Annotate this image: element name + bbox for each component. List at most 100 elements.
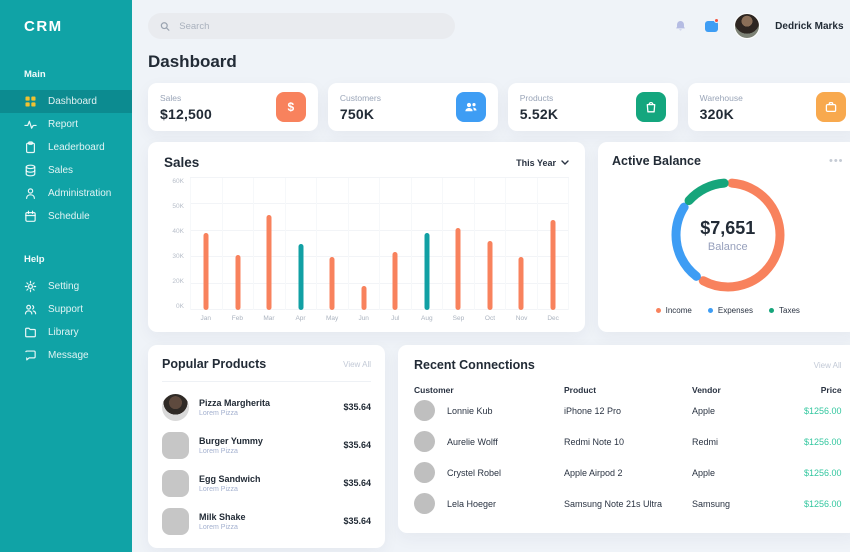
x-axis-label: Sep (452, 315, 465, 322)
balance-amount: $7,651 (700, 217, 756, 238)
x-axis-label: Jun (358, 315, 369, 322)
users-icon (24, 303, 37, 316)
sidebar-item-sales[interactable]: Sales (0, 159, 132, 182)
shopping-bag-icon (635, 92, 666, 122)
view-all-link[interactable]: View All (343, 359, 371, 369)
product-cell: Redmi Note 10 (564, 436, 625, 447)
view-all-link[interactable]: View All (813, 360, 842, 370)
sidebar-item-report[interactable]: Report (0, 113, 132, 136)
customer-avatar (414, 493, 435, 514)
table-row[interactable]: Lonnie Kub iPhone 12 Pro Apple $1256.00 (414, 395, 842, 426)
sidebar-item-leaderboard[interactable]: Leaderboard (0, 136, 132, 159)
sidebar-item-label: Library (48, 327, 79, 338)
search-input[interactable] (179, 20, 443, 32)
customer-name: Crystel Robel (447, 467, 502, 478)
bar (235, 254, 241, 310)
x-axis-label: Apr (295, 315, 306, 322)
bar-column (410, 178, 443, 310)
table-row[interactable]: Crystel Robel Apple Airpod 2 Apple $1256… (414, 457, 842, 488)
database-icon (24, 164, 37, 177)
gear-icon (24, 280, 37, 293)
product-name: Egg Sandwich (199, 473, 261, 484)
list-item[interactable]: Egg Sandwich Lorem Pizza $35.64 (162, 464, 371, 502)
list-item[interactable]: Burger Yummy Lorem Pizza $35.64 (162, 426, 371, 464)
customer-avatar (414, 462, 435, 483)
price-cell: $1256.00 (804, 436, 842, 447)
topbar: Dedrick Marks (148, 10, 850, 42)
column-header: Customer (414, 385, 454, 395)
legend-dot (769, 308, 774, 313)
sidebar-item-library[interactable]: Library (0, 321, 132, 344)
product-cell: iPhone 12 Pro (564, 405, 622, 416)
sidebar-item-label: Message (48, 350, 89, 361)
legend-item-expenses: Expenses (707, 306, 753, 315)
sidebar-item-dashboard[interactable]: Dashboard (0, 90, 132, 113)
list-item[interactable]: Milk Shake Lorem Pizza $35.64 (162, 502, 371, 540)
table-row[interactable]: Lela Hoeger Samsung Note 21s Ultra Samsu… (414, 488, 842, 519)
balance-label: Balance (707, 240, 748, 253)
y-tick: 0K (176, 303, 184, 310)
table-header: Customer Product Vendor Price (414, 385, 842, 395)
bar-column (284, 178, 317, 310)
notification-dot (714, 18, 720, 23)
stat-card-sales[interactable]: Sales $12,500 $ (148, 83, 318, 131)
bar-column (442, 178, 474, 310)
bar (455, 228, 461, 310)
price-cell: $1256.00 (804, 405, 842, 416)
product-image (162, 469, 189, 497)
donut-legend: Income Expenses Taxes (612, 306, 844, 315)
stat-card-products[interactable]: Products 5.52K (507, 83, 678, 131)
product-image (162, 393, 189, 421)
bar-column (473, 178, 506, 310)
bar (203, 233, 209, 310)
clipboard-icon (24, 141, 37, 154)
bar (266, 214, 272, 310)
calendar-icon (24, 210, 37, 223)
gridline (190, 177, 569, 178)
y-tick: 30K (172, 253, 184, 260)
y-tick: 20K (172, 278, 184, 285)
stat-card-warehouse[interactable]: Warehouse 320K (687, 83, 850, 131)
price-cell: $1256.00 (804, 467, 842, 478)
product-subtitle: Lorem Pizza (199, 447, 238, 455)
product-cell: Samsung Note 21s Ultra (564, 498, 663, 509)
y-axis: 60K 50K 40K 30K 20K 0K (164, 178, 184, 322)
search-bar[interactable] (148, 13, 455, 39)
bar (392, 251, 398, 310)
customer-avatar (414, 400, 435, 421)
product-subtitle: Lorem Pizza (199, 523, 238, 531)
more-menu-icon[interactable]: ••• (828, 155, 844, 167)
bar-column (347, 178, 380, 310)
year-filter-dropdown[interactable]: This Year (516, 158, 569, 168)
product-subtitle: Lorem Pizza (199, 409, 238, 417)
customer-name: Aurelie Wolff (447, 436, 498, 447)
x-axis-label: Jul (391, 315, 400, 322)
sidebar-item-administration[interactable]: Administration (0, 182, 132, 205)
sidebar-item-schedule[interactable]: Schedule (0, 205, 132, 228)
product-price: $35.64 (343, 402, 371, 412)
sidebar-item-label: Leaderboard (48, 142, 105, 153)
briefcase-icon (815, 92, 846, 122)
x-axis-label: Oct (484, 315, 496, 322)
sales-plot (190, 177, 569, 310)
legend-label: Taxes (779, 306, 800, 315)
main-content: Dedrick Marks Dashboard Sales $12,500 $ … (132, 0, 850, 552)
user-avatar[interactable] (734, 13, 761, 39)
bar (329, 257, 335, 310)
table-row[interactable]: Aurelie Wolff Redmi Note 10 Redmi $1256.… (414, 426, 842, 457)
user-menu[interactable]: Dedrick Marks (775, 21, 850, 32)
product-price: $35.64 (343, 478, 371, 488)
x-axis-label: Jan (200, 315, 212, 322)
x-axis-label: Dec (547, 315, 559, 322)
user-name: Dedrick Marks (775, 20, 844, 32)
sidebar-item-support[interactable]: Support (0, 298, 132, 321)
list-item[interactable]: Pizza Margherita Lorem Pizza $35.64 (162, 388, 371, 426)
sidebar-item-message[interactable]: Message (0, 344, 132, 367)
sidebar-item-setting[interactable]: Setting (0, 275, 132, 298)
messages-button[interactable] (703, 18, 720, 34)
product-price: $35.64 (343, 440, 371, 450)
filter-label: This Year (516, 157, 556, 168)
bottom-row: Popular Products View All Pizza Margheri… (148, 345, 850, 548)
notification-bell-button[interactable] (672, 18, 688, 34)
stat-card-customers[interactable]: Customers 750K (327, 83, 498, 131)
